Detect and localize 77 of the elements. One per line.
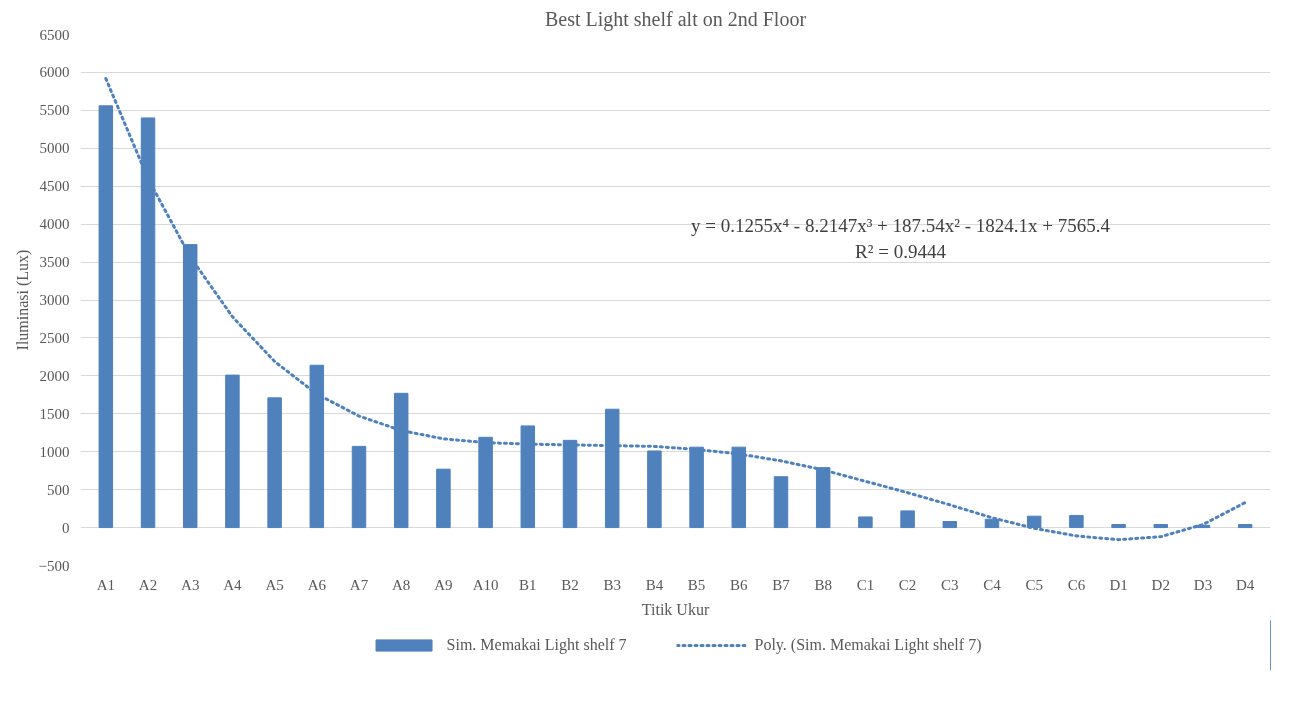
- x-tick-label: A4: [223, 576, 243, 593]
- x-tick-label: D1: [1109, 576, 1128, 593]
- x-tick-label: B2: [561, 576, 579, 593]
- bar: [858, 516, 873, 529]
- bar: [1111, 524, 1126, 529]
- x-tick-label: A10: [472, 576, 499, 593]
- y-tick-label: 6000: [39, 64, 70, 81]
- y-tick-label: 4500: [39, 178, 70, 195]
- bar: [393, 392, 409, 529]
- y-tick-label: 4000: [39, 216, 70, 233]
- x-tick-label: C2: [898, 576, 917, 593]
- y-tick-label: 5000: [39, 140, 70, 157]
- y-tick-label: 1500: [39, 405, 70, 422]
- x-tick-label: B6: [730, 576, 749, 593]
- bar: [900, 510, 915, 529]
- bar: [815, 467, 831, 529]
- bar: [647, 450, 662, 529]
- bar: [1069, 514, 1084, 529]
- bar: [520, 425, 536, 529]
- x-tick-label: B5: [687, 576, 706, 593]
- x-tick-label: A8: [392, 576, 411, 593]
- y-tick-label: 5500: [39, 102, 70, 119]
- x-tick-label: C5: [1025, 576, 1043, 593]
- x-tick-label: A1: [96, 576, 115, 593]
- x-tick-label: B4: [645, 576, 664, 593]
- x-tick-label: A7: [349, 576, 369, 593]
- legend-label: Poly. (Sim. Memakai Light shelf 7): [754, 636, 982, 654]
- x-tick-label: A9: [434, 576, 453, 593]
- bar: [604, 408, 620, 529]
- y-tick-label: 3500: [39, 254, 70, 271]
- x-tick-label: B3: [603, 576, 621, 593]
- x-tick-label: B8: [814, 576, 832, 593]
- y-tick-label: 2500: [39, 329, 70, 346]
- bar: [689, 446, 704, 529]
- x-tick-label: C3: [941, 576, 959, 593]
- y-tick-label: 1000: [39, 443, 70, 460]
- x-tick-label: B7: [772, 576, 791, 593]
- bar: [1237, 524, 1253, 529]
- x-tick-label: B1: [519, 576, 537, 593]
- x-tick-label: C6: [1067, 576, 1086, 593]
- x-tick-label: A5: [265, 576, 284, 593]
- x-tick-label: A2: [138, 576, 158, 593]
- x-tick-label: A6: [307, 576, 327, 593]
- chart-title: Best Light shelf alt on 2nd Floor: [544, 7, 807, 31]
- x-axis-title: Titik Ukur: [641, 600, 710, 618]
- x-tick-label: C4: [983, 576, 1002, 593]
- bar: [267, 397, 282, 529]
- bar: [436, 468, 451, 529]
- annotation: y = 0.1255x⁴ - 8.2147x³ + 187.54x² - 1824.1x + 7565.4: [690, 214, 1111, 236]
- bar: [942, 521, 958, 529]
- bar: [773, 476, 789, 529]
- bar: [1026, 515, 1042, 529]
- y-tick-label: 6500: [39, 26, 70, 43]
- bar: [1153, 524, 1169, 529]
- bar: [351, 445, 367, 529]
- bar: [478, 436, 493, 529]
- bar: [731, 446, 747, 529]
- bar: [98, 105, 114, 529]
- x-tick-label: A3: [181, 576, 200, 593]
- x-tick-label: D4: [1236, 576, 1255, 593]
- y-tick-label: −500: [38, 557, 70, 574]
- y-tick-label: 0: [62, 519, 70, 536]
- y-tick-label: 500: [47, 481, 70, 498]
- x-tick-label: C1: [856, 576, 875, 593]
- y-tick-label: 2000: [39, 367, 70, 384]
- line-series: [104, 77, 1247, 542]
- bar: [309, 364, 325, 529]
- legend-label: Sim. Memakai Light shelf 7: [446, 636, 627, 654]
- x-tick-label: D2: [1151, 576, 1170, 593]
- bar: [225, 374, 240, 529]
- bar: [140, 117, 156, 529]
- bar: [182, 244, 198, 529]
- bar: [562, 439, 578, 529]
- y-axis-title: Iluminasi (Lux): [13, 249, 32, 351]
- annotation: R² = 0.9444: [855, 240, 947, 262]
- y-tick-label: 3000: [39, 292, 70, 308]
- x-tick-label: D3: [1193, 576, 1213, 593]
